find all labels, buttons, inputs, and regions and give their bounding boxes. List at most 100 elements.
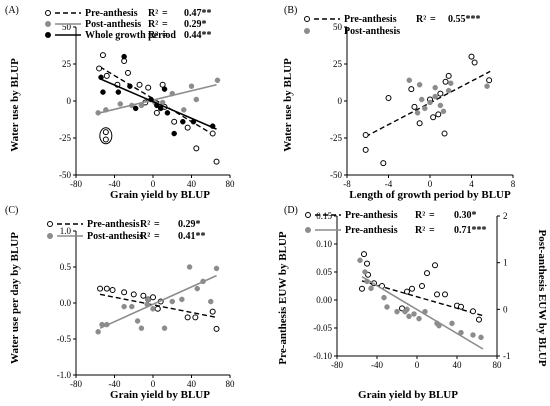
- x-tick-label: 40: [187, 179, 197, 189]
- data-point: [124, 69, 131, 76]
- data-point: [130, 291, 137, 298]
- x-tick-label: 0: [151, 379, 156, 389]
- data-point: [121, 53, 127, 60]
- data-point: [357, 257, 363, 264]
- legend-marker: [304, 16, 310, 22]
- legend-marker: [45, 21, 51, 27]
- data-point: [208, 298, 214, 305]
- data-point: [468, 53, 475, 60]
- data-point: [419, 283, 425, 289]
- data-point: [427, 99, 433, 106]
- data-point: [362, 269, 368, 275]
- data-point: [95, 110, 101, 116]
- legend-r2-label: R²: [415, 210, 425, 221]
- data-point: [121, 303, 127, 310]
- data-point: [471, 59, 478, 66]
- legend-r2-label: R²: [140, 219, 150, 230]
- panel-b-ylabel: Water use by BLUP: [282, 58, 294, 152]
- trend-line: [99, 83, 217, 114]
- legend-series-name: Post-anthesis: [87, 231, 143, 242]
- panel-label-a: (A): [5, 5, 19, 16]
- data-point: [180, 118, 186, 125]
- data-point: [188, 83, 195, 89]
- x-tick-label: 80: [493, 360, 503, 370]
- legend-r2-value: 0.55***: [448, 14, 481, 25]
- legend-r2-value: 0.29*: [184, 19, 207, 30]
- data-point: [184, 314, 191, 321]
- panel-c-ylabel: Water use per day by BLUP: [9, 232, 21, 364]
- data-point: [136, 81, 143, 88]
- data-point: [154, 102, 160, 109]
- data-point: [169, 298, 175, 305]
- data-point: [181, 107, 187, 113]
- x-tick-label: -80: [331, 360, 343, 370]
- data-point: [442, 291, 448, 298]
- legend-marker: [305, 212, 311, 218]
- data-point: [102, 136, 109, 143]
- data-point: [408, 86, 415, 93]
- y-tick-label: 0.10: [316, 239, 332, 249]
- panel-d-ylabel-left: Pre-anthesis EUW by BLUP: [277, 231, 289, 364]
- data-point: [404, 288, 410, 295]
- data-point: [145, 84, 152, 91]
- data-point: [95, 329, 101, 335]
- y-tick-label: -25: [59, 133, 71, 143]
- x-tick-label: 80: [226, 379, 236, 389]
- data-point: [385, 95, 392, 102]
- x-tick-label: 40: [187, 379, 197, 389]
- data-point: [121, 289, 128, 296]
- y-tick-label: 0.05: [316, 267, 332, 277]
- data-point: [416, 315, 422, 322]
- panel-a: (A) Water use by BLUP Grain yield by BLU…: [5, 5, 235, 201]
- legend-series-name: Post-anthesis: [85, 19, 141, 30]
- panel-label-d: (D): [284, 205, 298, 216]
- data-point: [192, 314, 199, 321]
- legend-r2-equals: =: [162, 8, 168, 19]
- panel-c-xlabel: Grain yield by BLUP: [110, 389, 210, 401]
- y-tick-label: 0: [67, 96, 72, 106]
- y-tick-label: 0.0: [60, 298, 72, 308]
- legend-r2-value: 0.47**: [184, 8, 212, 19]
- data-point: [127, 83, 133, 89]
- data-point: [117, 101, 124, 107]
- x-tick-label: -4: [385, 179, 393, 189]
- legend-r2-equals: =: [162, 30, 168, 41]
- data-point: [164, 110, 171, 116]
- panel-d-ylabel-right: Post-anthesis EUW by BLUP: [536, 229, 548, 366]
- data-point: [209, 130, 216, 137]
- legend-r2-equals: =: [154, 219, 160, 230]
- data-point: [416, 81, 423, 88]
- panel-a-ylabel: Water use by BLUP: [9, 58, 21, 152]
- data-point: [214, 77, 221, 84]
- data-point: [200, 278, 206, 285]
- panel-a-xlabel: Grain yield by BLUP: [110, 189, 210, 201]
- legend-r2-value: 0.41**: [178, 231, 206, 242]
- data-point: [153, 109, 160, 116]
- data-point: [97, 285, 104, 292]
- legend-r2-equals: =: [429, 210, 435, 221]
- data-point: [193, 96, 200, 103]
- data-point: [409, 285, 415, 292]
- data-point: [96, 65, 103, 72]
- x-tick-label: -40: [109, 379, 121, 389]
- data-point: [476, 316, 482, 323]
- legend-series-name: Pre-anthesis: [345, 225, 398, 236]
- legend-r2-value: 0.44**: [184, 30, 212, 41]
- y-tick-label: 25: [62, 59, 72, 69]
- data-point: [458, 329, 464, 336]
- legend-r2-equals: =: [154, 231, 160, 242]
- data-point: [445, 72, 452, 79]
- data-point: [458, 303, 464, 310]
- x-tick-label: 4: [469, 179, 474, 189]
- data-point: [99, 321, 105, 328]
- data-point: [169, 90, 175, 97]
- data-point: [368, 285, 374, 292]
- legend-r2-value: 0.29*: [178, 219, 201, 230]
- legend-r2-label: R²: [148, 30, 158, 41]
- data-point: [442, 78, 449, 85]
- y-tick-label: 1.0: [60, 226, 72, 236]
- y-tick-label: -0.05: [313, 323, 332, 333]
- panel-b: (B) Water use by BLUP Length of growth p…: [282, 5, 516, 201]
- data-point: [138, 325, 145, 331]
- data-point: [416, 120, 423, 127]
